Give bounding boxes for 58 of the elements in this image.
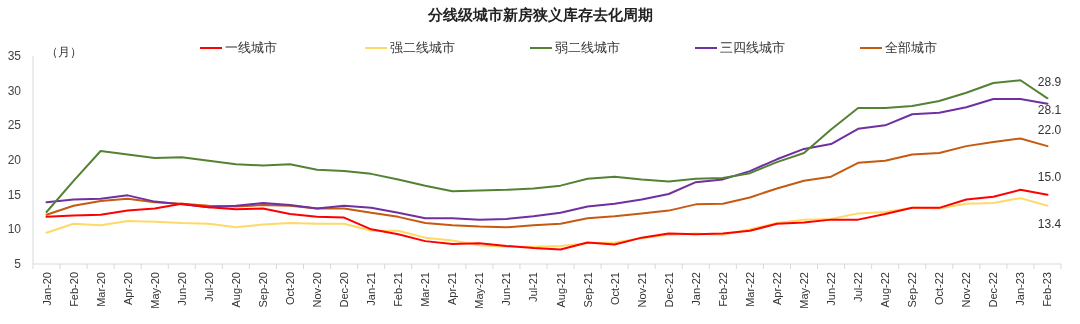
x-tick-label: Nov-20 — [311, 272, 324, 308]
x-tick-label: Jul-22 — [852, 272, 865, 302]
x-tick-label: May-21 — [473, 272, 486, 309]
x-tick-label: Jun-21 — [500, 272, 513, 306]
x-tick-label: Mar-21 — [419, 272, 432, 307]
data-label: 22.0 — [1037, 123, 1062, 138]
data-label: 15.0 — [1037, 169, 1062, 184]
y-tick-label: 5 — [14, 257, 22, 271]
data-label: 28.1 — [1037, 102, 1062, 117]
x-tick-label: Sep-22 — [906, 272, 919, 308]
chart-title: 分线级城市新房狭义库存去化周期 — [426, 6, 653, 23]
y-tick-label: 15 — [7, 187, 22, 202]
x-tick-label: Apr-22 — [770, 272, 783, 306]
x-tick-label: Dec-21 — [662, 272, 675, 308]
x-tick-label: May-20 — [148, 272, 161, 309]
data-label: 13.4 — [1037, 216, 1062, 231]
y-tick-label: 30 — [7, 83, 22, 98]
y-tick-label: 25 — [7, 118, 22, 133]
x-tick-label: Aug-21 — [554, 272, 567, 308]
x-tick-label: Jul-20 — [202, 272, 215, 302]
x-tick-label: Jan-23 — [1014, 272, 1027, 306]
legend-label: 三四线城市 — [720, 40, 785, 55]
x-tick-label: Oct-21 — [608, 272, 621, 306]
x-tick-label: Mar-20 — [94, 272, 107, 307]
legend-label: 一线城市 — [225, 40, 277, 55]
x-tick-label: Jun-20 — [175, 272, 188, 306]
y-tick-label: 10 — [7, 222, 22, 237]
x-tick-label: Jan-21 — [365, 272, 378, 306]
x-tick-label: Jun-22 — [825, 272, 838, 306]
x-tick-label: Apr-21 — [446, 272, 459, 306]
x-tick-label: May-22 — [798, 272, 810, 309]
data-label: 28.9 — [1037, 75, 1062, 90]
x-tick-label: Oct-22 — [933, 272, 946, 306]
x-tick-label: Oct-20 — [284, 272, 296, 306]
x-tick-label: Mar-22 — [743, 272, 756, 307]
x-tick-label: Apr-20 — [121, 272, 134, 306]
x-tick-label: Feb-22 — [716, 272, 729, 307]
x-tick-label: Nov-22 — [960, 272, 973, 308]
x-tick-label: Jan-20 — [40, 272, 53, 306]
x-tick-label: Aug-22 — [879, 272, 892, 308]
y-tick-label: 20 — [7, 153, 22, 167]
x-tick-label: Dec-20 — [338, 272, 351, 308]
legend-label: 弱二线城市 — [555, 40, 620, 55]
x-tick-label: Nov-21 — [635, 272, 648, 308]
legend-label: 强二线城市 — [390, 40, 455, 55]
x-tick-label: Dec-22 — [987, 272, 1000, 308]
x-tick-label: Sep-20 — [256, 272, 269, 308]
x-tick-label: Jan-22 — [689, 272, 702, 306]
x-tick-label: Jul-21 — [527, 272, 540, 302]
y-tick-label: 35 — [7, 49, 22, 63]
x-tick-label: Feb-20 — [67, 272, 80, 307]
强二线城市: 13.4 — [45, 197, 1062, 248]
x-tick-label: Feb-21 — [392, 272, 405, 307]
legend-label: 全部城市 — [885, 40, 937, 55]
x-tick-label: Sep-21 — [581, 272, 594, 308]
y-axis-title: （月） — [46, 45, 82, 59]
x-tick-label: Aug-20 — [229, 272, 242, 308]
x-tick-label: Feb-23 — [1041, 272, 1054, 307]
